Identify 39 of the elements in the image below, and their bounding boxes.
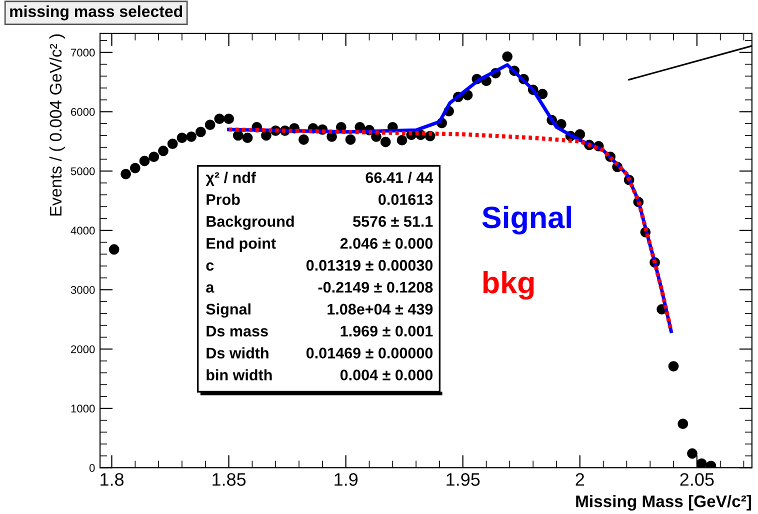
x-tick-label: 2 [576, 473, 584, 486]
annotation: Ds mass [206, 326, 268, 337]
annotation: Prob [206, 194, 240, 205]
x-tick-label: 1.9 [334, 473, 358, 486]
annotation: a [206, 284, 214, 293]
x-tick-label: 1.8 [100, 473, 124, 486]
annotation: χ² / ndf [206, 172, 256, 186]
annotation: End point [206, 238, 276, 252]
y-tick-label: 0 [89, 464, 95, 472]
annotation: 2.046 ± 0.000 [340, 238, 433, 249]
annotation: Background [206, 216, 294, 230]
annotation: 0.01613 [378, 194, 433, 205]
y-tick-label: 1000 [71, 404, 95, 413]
y-tick-label: 3000 [70, 286, 95, 294]
annotation: 0.004 ± 0.000 [340, 370, 433, 380]
annotation: 1.08e+04 ± 439 [328, 304, 433, 315]
chart-title: missing mass selected [10, 5, 182, 20]
text: Signal [482, 206, 571, 234]
annotation: Signal [206, 303, 250, 318]
annotation: bin width [206, 369, 272, 380]
y-tick-label: 4000 [70, 226, 95, 235]
annotation: 1.969 ± 0.001 [340, 326, 433, 337]
y-tick-label: 2000 [71, 345, 95, 354]
annotation: 0.01469 ± 0.00000 [306, 348, 433, 358]
y-tick-label: 6000 [71, 108, 95, 116]
annotation: -0.2149 ± 0.1208 [318, 282, 433, 293]
y-axis-title: Events / ( 0.004 GeV/c² ) [49, 34, 65, 216]
y-tick-label: 7000 [71, 48, 95, 57]
x-axis-title: Missing Mass [GeV/c²] [576, 494, 752, 511]
y-tick-label: 5000 [70, 167, 95, 176]
annotation: 0.01319 ± 0.00030 [306, 260, 433, 271]
annotation: 5576 ± 51.1 [353, 216, 433, 227]
annotation: Ds width [206, 347, 268, 358]
text: bkg [483, 271, 534, 300]
x-tick-label: 1.95 [446, 473, 480, 486]
x-tick-label: 2.05 [680, 473, 714, 486]
x-tick-label: 1.85 [212, 473, 246, 486]
annotation: 66.41 / 44 [366, 172, 434, 184]
annotation: c [206, 262, 214, 271]
